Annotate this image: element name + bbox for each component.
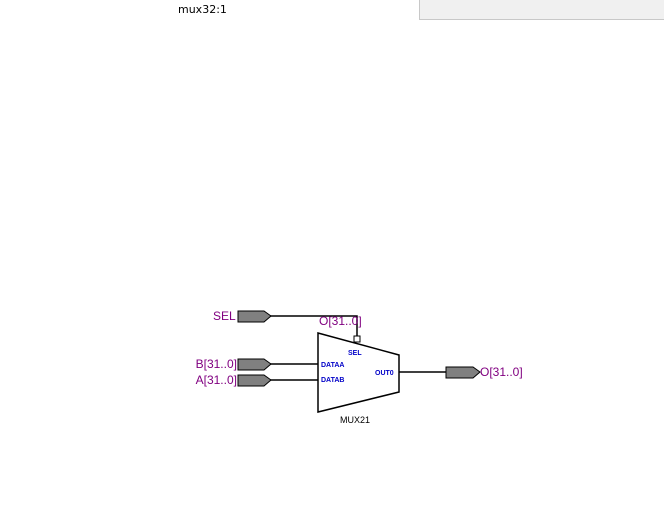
a-input-port[interactable]: A[31..0] bbox=[196, 373, 272, 387]
b-port-label: B[31..0] bbox=[196, 357, 237, 371]
o-output-port[interactable]: O[31..0] bbox=[445, 365, 523, 379]
mux21-block[interactable]: SEL DATAA DATAB OUT0 MUX21 bbox=[317, 332, 400, 425]
o-port-label: O[31..0] bbox=[480, 365, 523, 379]
b-input-port[interactable]: B[31..0] bbox=[196, 357, 272, 371]
datab-pin-label: DATAB bbox=[321, 377, 344, 384]
net-label: O[31..0] bbox=[319, 314, 362, 328]
a-port-label: A[31..0] bbox=[196, 373, 237, 387]
sel-input-port[interactable]: SEL bbox=[213, 309, 272, 323]
top-panel bbox=[419, 0, 664, 20]
sel-port-label: SEL bbox=[213, 309, 236, 323]
dataa-pin-label: DATAA bbox=[321, 362, 344, 369]
sel-pin-label: SEL bbox=[348, 350, 362, 357]
diagram-title: mux32:1 bbox=[178, 3, 227, 16]
sel-wire bbox=[270, 315, 358, 338]
out-pin-label: OUT0 bbox=[375, 370, 394, 377]
sel-pin-square bbox=[353, 335, 361, 343]
mux-name-label: MUX21 bbox=[340, 415, 370, 425]
